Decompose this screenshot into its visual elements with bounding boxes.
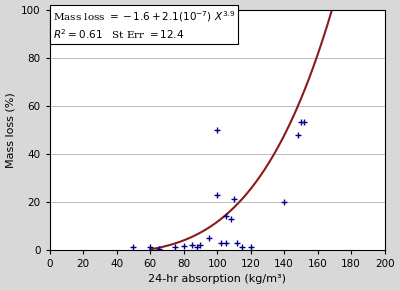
X-axis label: 24-hr absorption (kg/m³): 24-hr absorption (kg/m³) (148, 274, 286, 284)
Y-axis label: Mass loss (%): Mass loss (%) (6, 92, 16, 168)
Text: Mass loss $= -1.6 + 2.1(10^{-7})\ X^{3.9}$
$R^2 = 0.61$   St Err $= 12.4$: Mass loss $= -1.6 + 2.1(10^{-7})\ X^{3.9… (53, 10, 235, 41)
